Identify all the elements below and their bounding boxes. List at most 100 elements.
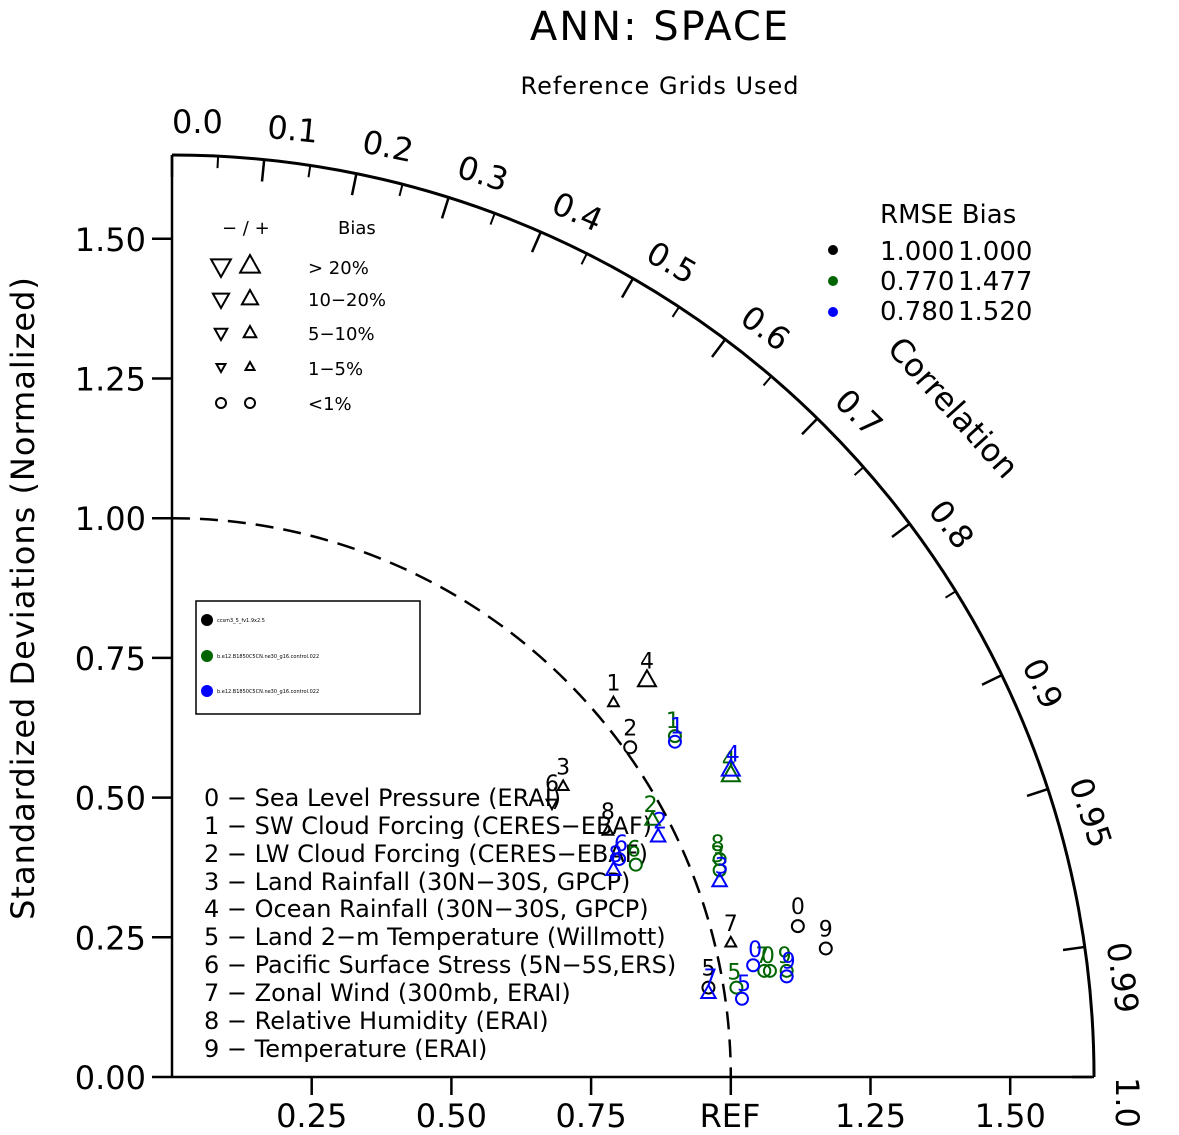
data-point-circle <box>667 734 682 749</box>
y-tick-label: 0.25 <box>75 919 146 957</box>
y-tick-label: 0.50 <box>75 780 146 818</box>
correlation-tick-label: 0.1 <box>266 108 320 151</box>
data-point-label: 3 <box>715 854 729 879</box>
data-point-label: 2 <box>623 716 637 741</box>
bias-legend-down-triangle <box>209 258 233 280</box>
x-tick-label: 0.50 <box>416 1097 487 1135</box>
correlation-minor-tick <box>671 306 680 318</box>
data-point-label: 5 <box>727 961 741 986</box>
case-legend-name: b.e12.B1850C5CN.ne30_g16.control.022 <box>217 654 319 660</box>
bias-legend-row: > 20% <box>308 258 369 279</box>
correlation-tick-label: 0.95 <box>1061 773 1119 853</box>
bias-legend-up-triangle <box>240 287 260 306</box>
data-point-label: 6 <box>545 772 559 797</box>
correlation-tick-label: 0.4 <box>546 184 608 239</box>
data-point-triangle-up <box>699 983 718 999</box>
data-point-label: 8 <box>601 800 615 825</box>
data-point-label: 2 <box>644 793 658 818</box>
data-point-triangle-up <box>606 694 621 708</box>
correlation-tick-label: 0.5 <box>640 233 703 291</box>
data-point-label: 0 <box>761 944 775 969</box>
data-point-circle <box>729 980 744 995</box>
bias-value: 1.000 <box>958 237 1032 267</box>
correlation-minor-tick <box>262 159 266 172</box>
correlation-minor-tick <box>580 253 588 265</box>
rmse-value: 0.770 <box>880 267 954 297</box>
rmse-value: 0.780 <box>880 297 954 327</box>
correlation-minor-tick <box>489 212 496 225</box>
bias-legend-down-triangle <box>212 327 230 343</box>
data-point-triangle-up <box>649 826 668 843</box>
x-tick-label: 1.50 <box>975 1097 1046 1135</box>
correlation-minor-tick <box>944 590 957 599</box>
data-point-label: 9 <box>782 949 796 974</box>
bias-legend-header-bias: Bias <box>338 218 376 239</box>
case-legend-box <box>195 600 421 715</box>
data-point-label: 0 <box>748 938 762 963</box>
data-point-circle <box>734 991 749 1006</box>
correlation-minor-tick <box>990 674 1003 682</box>
data-point-label: 2 <box>653 810 667 835</box>
correlation-tick-label: 0.3 <box>453 148 513 200</box>
data-point-label: 7 <box>703 966 717 991</box>
data-point-label: 9 <box>778 944 792 969</box>
y-tick-label: 0.00 <box>75 1059 146 1097</box>
bias-legend-up-triangle <box>238 252 262 274</box>
rmse-legend-dot <box>828 245 838 255</box>
y-tick-label: 1.00 <box>75 500 146 538</box>
data-point-label: 4 <box>640 649 654 674</box>
bias-legend-down-triangle <box>211 292 231 311</box>
y-tick-label: 1.25 <box>75 361 146 399</box>
data-point-label: 6 <box>614 832 628 857</box>
correlation-tick-label: 0.6 <box>734 298 798 359</box>
variable-legend-item: 6 − Pacific Surface Stress (5N−5S,ERS) <box>204 951 676 979</box>
correlation-minor-tick <box>444 197 450 210</box>
correlation-minor-tick <box>808 417 819 428</box>
data-point-label: 1 <box>670 715 684 740</box>
bias-legend-up-triangle <box>241 323 259 339</box>
correlation-minor-tick <box>307 165 312 178</box>
variable-legend: 0 − Sea Level Pressure (ERAI) 1 − SW Clo… <box>204 784 676 1063</box>
data-point-label: 6 <box>627 838 641 863</box>
bias-value: 1.477 <box>958 267 1032 297</box>
correlation-tick-label: 0.0 <box>172 103 223 141</box>
data-point-circle <box>612 852 627 867</box>
data-point-triangle-up <box>723 934 738 948</box>
data-point-label: 8 <box>711 832 725 857</box>
data-point-circle <box>712 852 727 867</box>
correlation-minor-tick <box>762 375 773 387</box>
data-point-triangle-down <box>544 798 560 812</box>
data-point-label: 9 <box>819 917 833 942</box>
chart-subtitle: Reference Grids Used <box>520 72 799 100</box>
correlation-label: Correlation <box>880 329 1026 486</box>
y-tick-label: 1.50 <box>75 221 146 259</box>
variable-legend-item: 8 − Relative Humidity (ERAI) <box>204 1007 549 1035</box>
data-point-circle <box>779 963 794 978</box>
correlation-tick-mark <box>1062 945 1085 952</box>
correlation-tick-label: 0.9 <box>1014 652 1070 714</box>
variable-legend-item: 3 − Land Rainfall (30N−30S, GPCP) <box>204 868 630 896</box>
data-point-label: 3 <box>556 755 570 780</box>
correlation-tick-label: 0.99 <box>1099 940 1147 1016</box>
x-tick-label: 0.25 <box>276 1097 347 1135</box>
case-legend: ccsm3_5_fv1.9x2.5 b.e12.B1850C5CN.ne30_g… <box>195 600 421 715</box>
bias-legend-up-triangle <box>243 359 257 371</box>
variable-legend-item: 5 − Land 2−m Temperature (Willmott) <box>204 923 666 951</box>
axis-ticks: 0.000.250.500.751.001.251.500.25 0.50 0.75… <box>75 221 1046 1135</box>
rmse-value: 1.000 <box>880 237 954 267</box>
variable-legend-item: 9 − Temperature (ERAI) <box>204 1035 487 1063</box>
rmse-legend-dot <box>828 307 838 317</box>
chart-title: ANN: SPACE <box>530 4 790 50</box>
correlation-minor-tick <box>717 338 727 350</box>
correlation-minor-tick <box>853 466 865 476</box>
rmse-legend: RMSE Bias 1.000 1.000 0.770 1.477 0.780 … <box>828 200 1032 327</box>
data-point-circle <box>818 941 833 956</box>
data-point-triangle-up <box>600 823 615 836</box>
data-point-label: 5 <box>701 957 715 982</box>
correlation-tick-label: 1.0 <box>1108 1077 1146 1128</box>
variable-legend-item: 4 − Ocean Rainfall (30N−30S, GPCP) <box>204 895 649 923</box>
data-point-circle <box>790 919 805 934</box>
rmse-legend-dot <box>828 276 838 286</box>
